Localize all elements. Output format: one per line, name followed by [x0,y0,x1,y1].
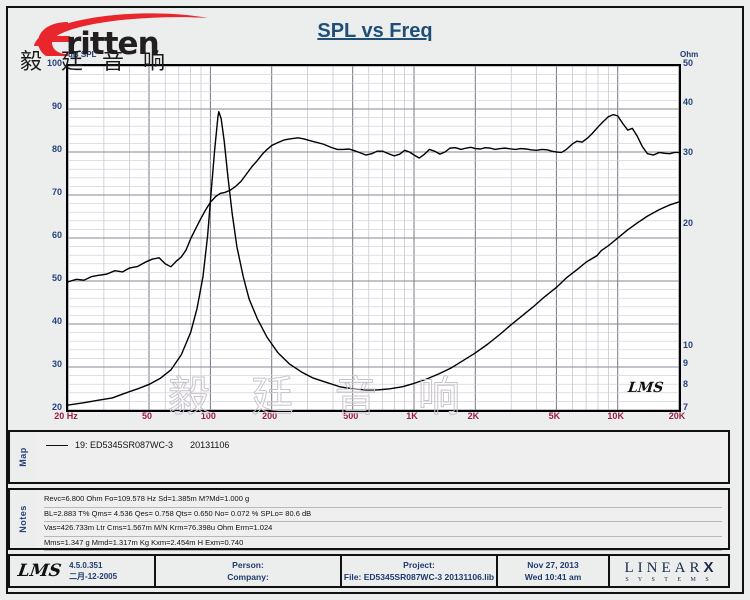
y-tick-70: 70 [51,187,62,197]
legend-line-swatch [46,444,68,446]
legend-trace-date: 20131106 [190,440,230,450]
notes-panel-side-tab[interactable]: Notes [10,490,37,548]
app-version-date: 二月-12-2005 [69,572,118,581]
plot-block: dB SPL Ohm 20 30 40 50 60 70 80 90 100 7 8 9 10 20 30… [8,8,730,426]
legend-item[interactable]: 19: ED5345SR087WC-3 20131106 [46,440,229,450]
y2-tick-10: 10 [683,339,694,350]
right-axis-unit-label: Ohm [680,50,699,59]
y2-tick-9: 9 [683,358,689,369]
lms-logo: LMS [16,561,63,581]
x-tick-20000: 20K [668,411,686,421]
status-date-cell: Nov 27, 2013 Wed 10:41 am [498,556,610,586]
vendor-name: LINEARX [624,559,714,576]
y-tick-20: 20 [51,402,62,412]
status-date: Nov 27, 2013 [527,560,579,570]
x-tick-200: 200 [262,411,278,421]
legend-trace-name: 19: ED5345SR087WC-3 [75,440,174,450]
notes-line-4: Mms=1.347 g Mmd=1.317m Kg Kxm=2.454m H E… [44,537,722,552]
y-tick-80: 80 [51,144,62,154]
x-tick-10000: 10K [607,411,624,421]
company-label: Company: [227,572,269,582]
y2-tick-8: 8 [683,378,689,389]
y2-tick-40: 40 [683,97,694,108]
vendor-logo: LINEARX S Y S T E M S [610,556,728,586]
notes-panel: Notes Revc=6.800 Ohm Fo=109.578 Hz Sd=1.… [8,488,730,552]
x-tick-2000: 2K [467,411,480,421]
status-bar: LMS 4.5.0.351 二月-12-2005 Person: Company… [8,554,730,588]
x-tick-500: 500 [343,411,359,421]
x-tick-100: 100 [200,411,216,421]
notes-line-2: BL=2.883 T% Qms= 4.536 Qes= 0.758 Qts= 0… [44,508,722,523]
file-label: File: ED5345SR087WC-3 20131106.lib [343,572,495,582]
notes-line-1: Revc=6.800 Ohm Fo=109.578 Hz Sd=1.385m M… [44,493,722,508]
y2-tick-7: 7 [683,402,689,412]
notes-panel-label: Notes [18,505,29,533]
y-tick-100: 100 [46,58,62,68]
y2-tick-20: 20 [683,218,694,229]
notes-panel-body: Revc=6.800 Ohm Fo=109.578 Hz Sd=1.385m M… [36,490,728,552]
status-version-cell: LMS 4.5.0.351 二月-12-2005 [10,556,156,586]
plot-canvas[interactable]: LMS [66,64,681,412]
status-person-cell: Person: Company: [156,556,342,586]
status-time: Wed 10:41 am [524,572,582,582]
x-tick-1000: 1K [406,411,418,421]
plot-signature: LMS [626,380,664,396]
y2-tick-30: 30 [683,147,694,158]
map-panel-label: Map [18,447,28,467]
y-tick-40: 40 [51,316,62,326]
y-tick-50: 50 [51,273,62,283]
map-panel: Map 19: ED5345SR087WC-3 20131106 [8,430,730,484]
status-project-cell: Project: File: ED5345SR087WC-3 20131106.… [342,556,498,586]
x-tick-20: 20 Hz [54,411,78,421]
app-version: 4.5.0.351 [69,561,103,570]
map-panel-side-tab[interactable]: Map [10,432,37,482]
y-tick-60: 60 [51,230,62,240]
person-label: Person: [232,560,264,570]
y-tick-30: 30 [51,359,62,369]
y-tick-90: 90 [51,101,62,111]
notes-lines: Revc=6.800 Ohm Fo=109.578 Hz Sd=1.385m M… [44,493,722,552]
map-panel-body: 19: ED5345SR087WC-3 20131106 [36,432,728,482]
x-tick-50: 50 [142,411,153,421]
x-tick-5000: 5K [548,411,561,421]
notes-line-3: Vas=426.733m Ltr Cms=1.567m M/N Krm=76.3… [44,522,722,537]
page-title: SPL vs Freq [317,20,433,42]
left-axis-unit-label: dB SPL [68,50,97,59]
plot-curves [68,111,679,406]
vendor-subtitle: S Y S T E M S [625,577,713,583]
y2-tick-50: 50 [683,58,694,68]
project-label: Project: [403,560,435,570]
